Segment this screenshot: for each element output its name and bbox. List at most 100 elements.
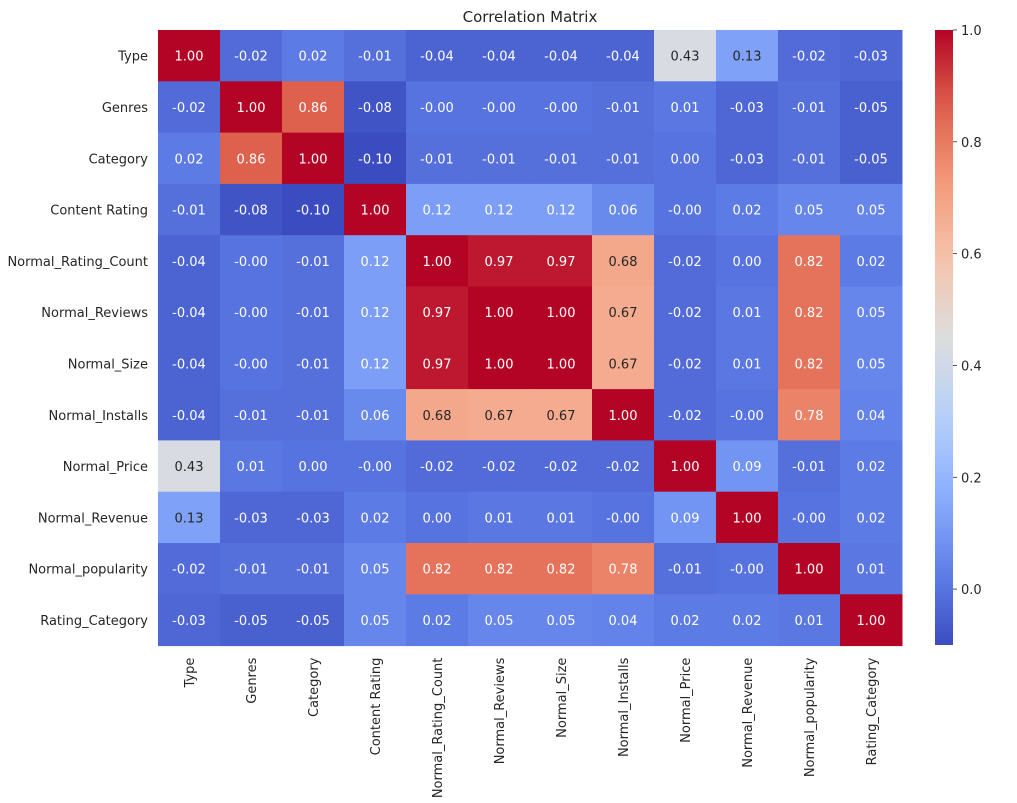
- heatmap-cell-value: 0.09: [733, 460, 762, 475]
- heatmap-cell-value: 0.12: [485, 204, 514, 219]
- heatmap-cell-value: -0.01: [296, 357, 330, 372]
- heatmap-cell: [592, 337, 655, 390]
- heatmap-cell: [592, 235, 655, 287]
- heatmap-cell: [344, 543, 407, 595]
- heatmap-cell: [158, 81, 221, 134]
- heatmap-cell-value: 0.13: [733, 50, 762, 65]
- heatmap-cell-value: -0.01: [296, 255, 330, 270]
- heatmap-cell-value: -0.00: [358, 460, 392, 475]
- heatmap-cell-value: -0.02: [668, 357, 702, 372]
- heatmap-cell-value: 0.00: [671, 152, 700, 167]
- heatmap-cell: [654, 286, 717, 339]
- heatmap-cell: [344, 337, 407, 390]
- heatmap-cell-value: -0.03: [234, 511, 268, 526]
- heatmap-cell-value: 0.06: [609, 204, 638, 219]
- heatmap-cell: [468, 440, 531, 493]
- heatmap-cell-value: -0.01: [296, 409, 330, 424]
- heatmap-cell: [778, 81, 841, 134]
- heatmap-cell-value: 0.12: [423, 204, 452, 219]
- heatmap-cell-value: -0.01: [358, 50, 392, 65]
- heatmap-cell: [158, 491, 221, 544]
- heatmap-cell-value: -0.00: [482, 101, 516, 116]
- heatmap-cell: [840, 30, 903, 82]
- heatmap-cell-value: 0.67: [485, 409, 514, 424]
- heatmap-cell: [220, 183, 283, 236]
- heatmap-cell-labels: 1.00 -0.02 0.02 -0.01 -0.04 -0.04 -0.04 -0.04 0.…: [172, 50, 888, 629]
- y-axis-tick-label: Category: [89, 152, 149, 167]
- heatmap-cell-value: -0.04: [544, 50, 578, 65]
- heatmap-cell-value: -0.02: [172, 101, 206, 116]
- colorbar-tick-label: 0.8: [961, 136, 982, 151]
- heatmap-cell-value: -0.04: [420, 50, 454, 65]
- heatmap-cell-value: 1.00: [547, 357, 576, 372]
- x-axis-tick-label: Normal_Size: [555, 658, 570, 738]
- heatmap-cell: [840, 389, 903, 441]
- heatmap-cell-value: -0.01: [482, 152, 516, 167]
- heatmap-cell: [530, 30, 593, 82]
- heatmap-cell-value: 0.43: [175, 460, 204, 475]
- heatmap-cell: [654, 543, 717, 595]
- heatmap-cell: [220, 440, 283, 493]
- heatmap-cell: [282, 30, 345, 82]
- heatmap-cell: [654, 389, 717, 441]
- colorbar-tick-label: 0.4: [961, 359, 982, 374]
- heatmap-cell-value: 0.01: [237, 460, 266, 475]
- heatmap-cell: [468, 337, 531, 390]
- heatmap-cell: [406, 81, 469, 134]
- heatmap-cell-value: 0.67: [609, 357, 638, 372]
- heatmap-cell: [468, 389, 531, 441]
- heatmap-cell: [716, 286, 779, 339]
- heatmap-cell-value: 0.02: [671, 614, 700, 629]
- heatmap-cell-value: -0.00: [234, 306, 268, 321]
- heatmap-cell-value: -0.00: [792, 511, 826, 526]
- heatmap-cell: [468, 235, 531, 287]
- heatmap-cell: [220, 235, 283, 287]
- heatmap-cell: [840, 543, 903, 595]
- heatmap-cell: [158, 594, 221, 647]
- heatmap-cell-value: -0.01: [606, 152, 640, 167]
- y-axis-tick-label: Content Rating: [50, 204, 148, 219]
- heatmap-cell: [530, 337, 593, 390]
- heatmap-cell: [840, 235, 903, 287]
- heatmap-cell-value: 1.00: [857, 614, 886, 629]
- heatmap-cell-value: 0.12: [361, 306, 390, 321]
- heatmap-cell: [592, 286, 655, 339]
- heatmap-cell-value: 0.78: [609, 563, 638, 578]
- heatmap-cell-value: 1.00: [609, 409, 638, 424]
- heatmap-cell: [158, 286, 221, 339]
- heatmap-cell-value: -0.03: [296, 511, 330, 526]
- heatmap-cell-value: 0.02: [361, 511, 390, 526]
- heatmap-cell-value: -0.00: [668, 204, 702, 219]
- heatmap-cell-value: 0.82: [795, 306, 824, 321]
- heatmap-cell-value: 0.01: [795, 614, 824, 629]
- colorbar-gradient: [935, 30, 953, 645]
- heatmap-cell: [716, 81, 779, 134]
- heatmap-cell: [282, 594, 345, 647]
- heatmap-cell: [158, 337, 221, 390]
- heatmap-cell: [716, 337, 779, 390]
- colorbar-tick-label: 1.0: [961, 24, 982, 39]
- heatmap-cell-value: -0.08: [358, 101, 392, 116]
- heatmap-cell: [654, 491, 717, 544]
- heatmap-cell-value: -0.01: [296, 563, 330, 578]
- heatmap-cell: [716, 30, 779, 82]
- heatmap-cell-value: 0.00: [299, 460, 328, 475]
- heatmap-cell: [716, 543, 779, 595]
- heatmap-cell-value: 0.02: [733, 204, 762, 219]
- heatmap-cell: [530, 491, 593, 544]
- heatmap-cell-value: 1.00: [237, 101, 266, 116]
- heatmap-cell: [716, 491, 779, 544]
- heatmap-cell: [530, 286, 593, 339]
- y-axis-tick-label: Normal_Size: [68, 357, 148, 372]
- heatmap-cell: [778, 440, 841, 493]
- heatmap-cell: [344, 235, 407, 287]
- heatmap-cell: [468, 286, 531, 339]
- heatmap-cell-value: 0.67: [609, 306, 638, 321]
- heatmap-cell-value: -0.04: [172, 255, 206, 270]
- chart-title: Correlation Matrix: [463, 8, 598, 26]
- heatmap-cell-value: -0.03: [730, 152, 764, 167]
- heatmap-cell-value: 0.68: [609, 255, 638, 270]
- y-axis-tick-label: Normal_Revenue: [38, 511, 148, 526]
- heatmap-cell: [468, 132, 531, 185]
- heatmap-cell-value: -0.01: [606, 101, 640, 116]
